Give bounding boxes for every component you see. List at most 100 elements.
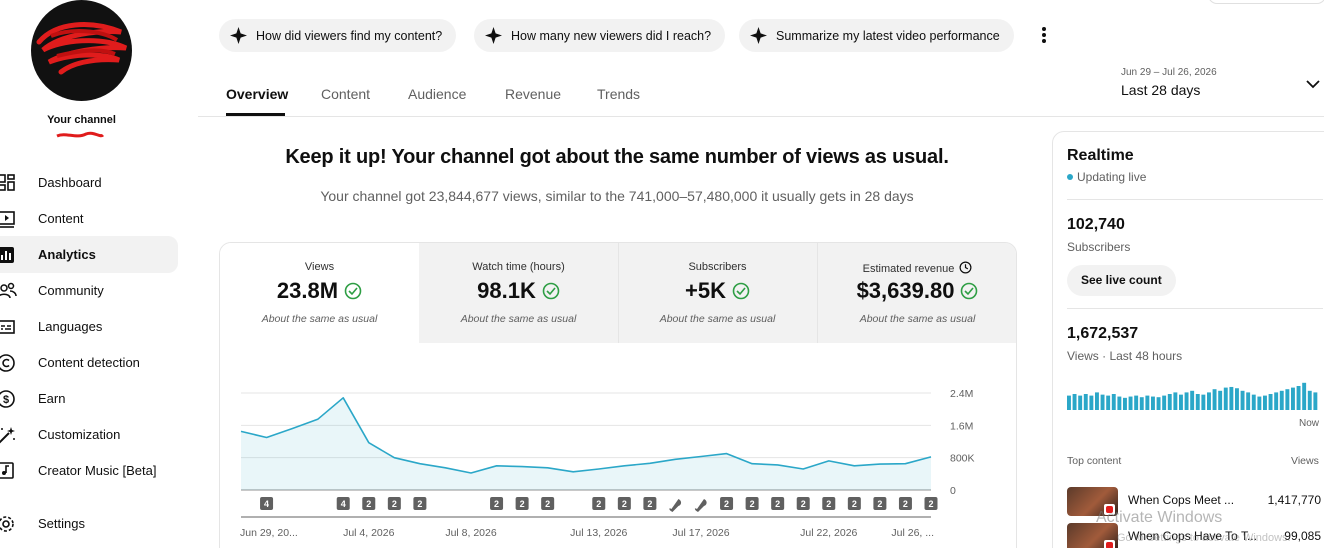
video-thumbnail — [1067, 487, 1118, 516]
video-marker — [592, 497, 606, 510]
realtime-bar — [1274, 392, 1279, 410]
sidebar-item-label: Customization — [38, 427, 121, 442]
see-live-count-button[interactable]: See live count — [1067, 265, 1176, 296]
tab-revenue[interactable]: Revenue — [505, 86, 562, 102]
sidebar-item-dashboard[interactable]: Dashboard — [0, 164, 178, 201]
realtime-bar — [1078, 395, 1083, 410]
realtime-bar — [1235, 388, 1239, 410]
chip-label: Summarize my latest video performance — [776, 28, 1000, 43]
date-range-text[interactable]: Jun 29 – Jul 26, 2026 — [1121, 67, 1217, 78]
chevron-down-icon[interactable] — [1304, 77, 1322, 91]
prompt-chip-summary[interactable]: Summarize my latest video performance — [739, 19, 1014, 52]
sidebar-item-earn[interactable]: $ Earn — [0, 380, 178, 417]
shorts-marker-icon — [694, 499, 707, 512]
video-marker — [898, 497, 912, 510]
sidebar-item-settings[interactable]: Settings — [0, 505, 178, 542]
sidebar-item-label: Creator Music [Beta] — [38, 463, 157, 478]
realtime-bar — [1117, 396, 1122, 410]
video-views: 1,417,770 — [1267, 493, 1321, 507]
metric-label: Estimated revenue — [862, 263, 955, 275]
metric-watch-time[interactable]: Watch time (hours) 98.1K About the same … — [419, 243, 618, 343]
sidebar-item-analytics[interactable]: Analytics — [0, 236, 178, 273]
views-chart[interactable]: 2.4M 1.6M 800K 0 4 4 2 2 2 2 2 2 2 2 2 2 2 2 2 2 2 2 2 2 Jun 29,… — [219, 370, 1017, 548]
realtime-bar — [1296, 386, 1301, 410]
video-marker — [413, 497, 427, 510]
sidebar-item-creator-music[interactable]: Creator Music [Beta] — [0, 452, 178, 489]
tab-overview[interactable]: Overview — [226, 86, 289, 102]
metric-estimated-revenue[interactable]: Estimated revenue $3,639.80 About the sa… — [817, 243, 1016, 343]
y-tick-label: 0 — [950, 485, 956, 497]
subscriber-label: Subscribers — [1067, 240, 1131, 254]
video-marker — [745, 497, 759, 510]
shorts-badge-icon — [1104, 504, 1115, 515]
sidebar-item-content-detection[interactable]: Content detection — [0, 344, 178, 381]
realtime-bar — [1263, 395, 1267, 410]
realtime-bar — [1240, 390, 1245, 410]
metric-value: 98.1K — [477, 278, 536, 303]
magic-wand-icon — [0, 427, 15, 444]
x-tick-label: Jul 8, 2026 — [445, 527, 497, 539]
video-marker — [387, 497, 401, 510]
top-content-row[interactable]: When Cops Meet ... 1,417,770 — [1067, 487, 1323, 517]
video-marker-count: 2 — [545, 499, 550, 509]
header-button[interactable] — [1208, 0, 1324, 4]
sidebar-item-label: Content detection — [38, 355, 140, 370]
views-column-label: Views — [1291, 455, 1319, 467]
channel-avatar[interactable] — [31, 0, 132, 101]
video-marker — [490, 497, 504, 510]
realtime-title: Realtime — [1067, 147, 1134, 164]
views-line — [240, 397, 932, 474]
x-tick-label: Jun 29, 20... — [240, 527, 298, 539]
activate-windows-subtext: Go to Settings to activate Windows. — [1117, 532, 1291, 544]
shorts-marker-icon — [669, 499, 682, 512]
sidebar-item-community[interactable]: Community — [0, 272, 178, 309]
tab-trends[interactable]: Trends — [597, 86, 641, 102]
live-dot-icon — [1067, 174, 1073, 180]
tab-content[interactable]: Content — [321, 86, 371, 102]
video-marker-count: 2 — [724, 499, 729, 509]
realtime-panel: Realtime Updating live 102,740 Subscribe… — [1052, 131, 1324, 548]
chip-label: How many new viewers did I reach? — [511, 28, 712, 43]
video-marker — [260, 497, 274, 510]
insight-headline: Keep it up! Your channel got about the s… — [285, 146, 949, 168]
live-status-text: Updating live — [1077, 170, 1147, 184]
prompt-chip-new-viewers[interactable]: How many new viewers did I reach? — [474, 19, 726, 52]
realtime-bar — [1167, 394, 1172, 410]
realtime-bar-chart[interactable] — [1067, 378, 1319, 410]
metric-label: Subscribers — [688, 261, 747, 273]
divider — [1067, 308, 1323, 309]
check-circle-icon — [542, 282, 560, 300]
realtime-bar — [1279, 390, 1284, 410]
metric-value: +5K — [685, 278, 726, 303]
realtime-bar — [1089, 395, 1094, 410]
svg-text:$: $ — [3, 394, 9, 406]
sidebar-item-label: Dashboard — [38, 175, 102, 190]
sidebar-item-languages[interactable]: Languages — [0, 308, 178, 345]
sidebar-item-customization[interactable]: Customization — [0, 416, 178, 453]
video-marker-count: 2 — [520, 499, 525, 509]
metric-views[interactable]: Views 23.8M About the same as usual — [220, 243, 419, 343]
sidebar-item-content[interactable]: Content — [0, 200, 178, 237]
sidebar-item-label: Earn — [38, 391, 66, 406]
realtime-bar — [1067, 395, 1071, 410]
metric-divider — [817, 243, 818, 343]
metric-subscribers[interactable]: Subscribers +5K About the same as usual — [618, 243, 817, 343]
prompt-chip-traffic[interactable]: How did viewers find my content? — [219, 19, 457, 52]
date-preset-label[interactable]: Last 28 days — [1121, 82, 1201, 98]
video-marker — [847, 497, 861, 510]
realtime-bar — [1111, 394, 1116, 410]
insight-subline: Your channel got 23,844,677 views, simil… — [320, 188, 914, 204]
copyright-icon — [0, 354, 15, 372]
subscriber-count: 102,740 — [1067, 216, 1125, 233]
top-content-row[interactable]: When Cops Have To T... 99,085 — [1067, 523, 1323, 548]
video-marker-count: 2 — [775, 499, 780, 509]
video-marker — [541, 497, 555, 510]
more-options-icon[interactable] — [1034, 22, 1054, 48]
music-note-icon — [0, 462, 14, 479]
views-area — [241, 397, 931, 490]
video-marker — [643, 497, 657, 510]
video-marker-count: 2 — [596, 499, 601, 509]
realtime-bar — [1151, 396, 1155, 410]
metric-note: About the same as usual — [460, 313, 577, 325]
tab-audience[interactable]: Audience — [408, 86, 467, 102]
